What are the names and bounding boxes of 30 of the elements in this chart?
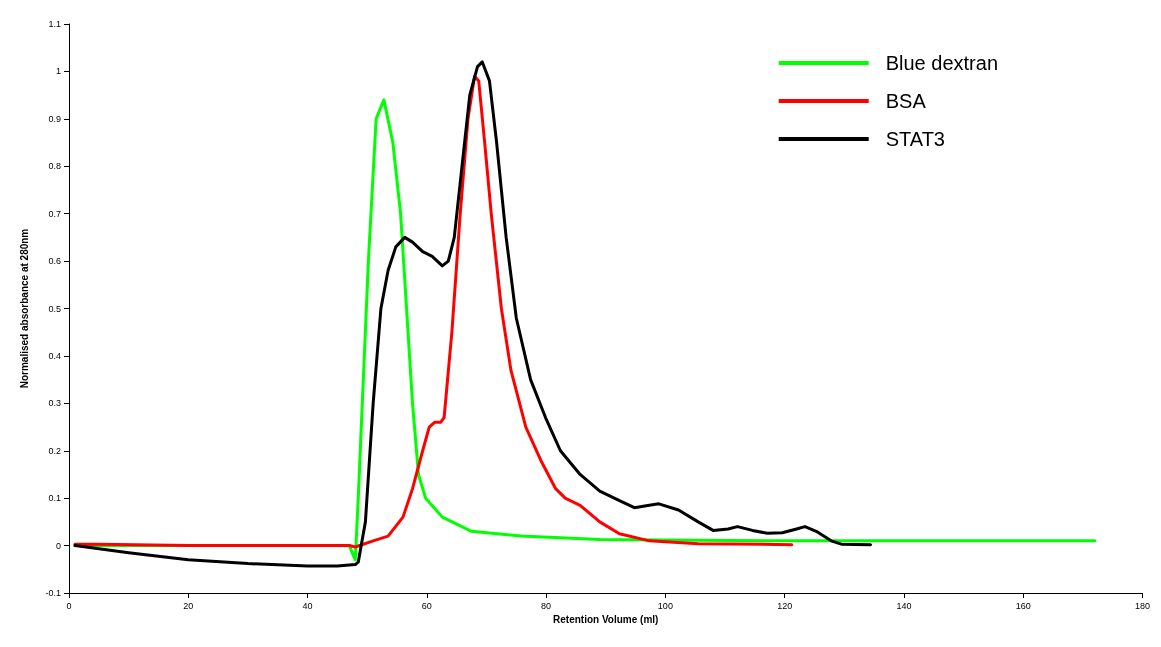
y-tick-label: 0.5 bbox=[48, 303, 61, 314]
y-tick-label: 0 bbox=[55, 540, 61, 551]
legend-label: STAT3 bbox=[885, 128, 945, 150]
x-tick-label: 20 bbox=[183, 600, 194, 611]
y-tick-label: 1.1 bbox=[48, 19, 61, 29]
x-tick-label: 180 bbox=[1134, 600, 1151, 611]
legend-label: BSA bbox=[885, 90, 927, 112]
x-tick-label: 120 bbox=[777, 600, 793, 611]
y-tick-label: 0.9 bbox=[48, 113, 61, 124]
line-series bbox=[73, 74, 794, 549]
x-tick-label: 80 bbox=[541, 600, 552, 611]
x-tick-label: 60 bbox=[421, 600, 432, 611]
line-series bbox=[73, 60, 873, 568]
x-tick-label: 40 bbox=[302, 600, 313, 611]
x-tick-label: 100 bbox=[657, 600, 673, 611]
x-tick-label: 160 bbox=[1015, 600, 1031, 611]
y-tick-label: 0.6 bbox=[48, 256, 61, 267]
x-axis-title: Retention Volume (ml) bbox=[553, 614, 659, 626]
x-tick-label: 0 bbox=[66, 600, 72, 611]
y-tick-label: 0.7 bbox=[48, 208, 61, 219]
y-tick-label: -0.1 bbox=[45, 588, 61, 598]
y-tick-label: 0.4 bbox=[48, 350, 61, 361]
y-tick-label: 0.2 bbox=[48, 445, 61, 456]
y-tick-label: 0.3 bbox=[48, 398, 61, 409]
x-tick-label: 140 bbox=[896, 600, 912, 611]
legend-label: Blue dextran bbox=[885, 52, 998, 74]
y-axis-title: Normalised absorbance at 280nm bbox=[18, 228, 30, 389]
y-tick-label: 0.8 bbox=[48, 161, 61, 172]
y-tick-label: 1 bbox=[55, 66, 61, 77]
y-tick-label: 0.1 bbox=[48, 493, 61, 504]
